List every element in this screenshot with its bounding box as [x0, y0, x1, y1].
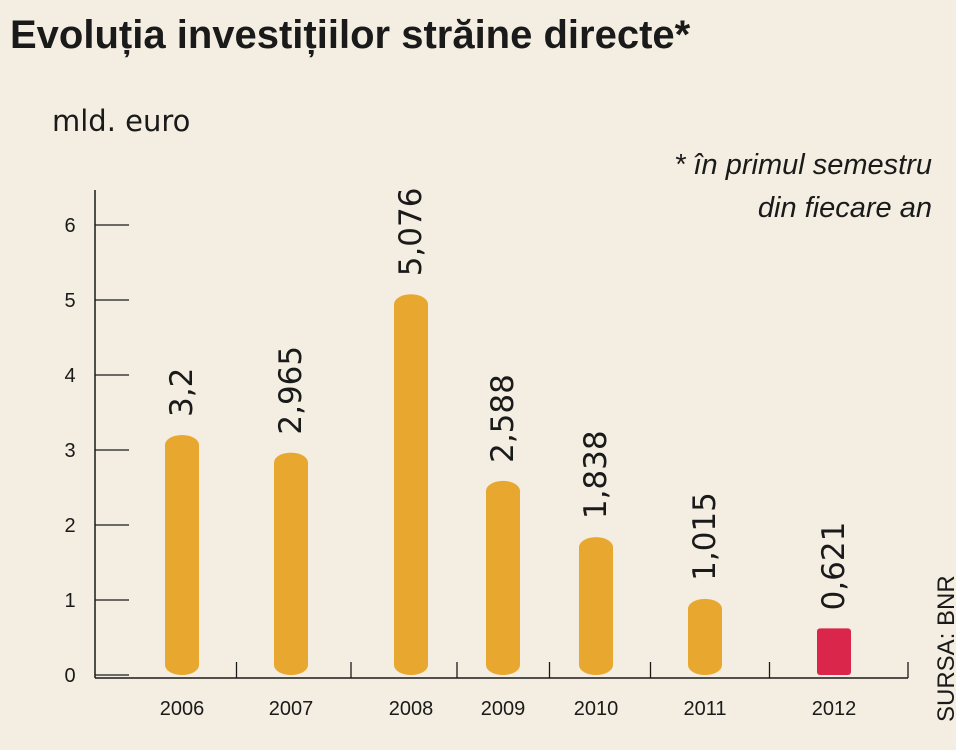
category-label-2012: 2012: [812, 698, 857, 720]
bar-2011: [688, 598, 722, 675]
value-label-2009: 2,588: [485, 374, 521, 463]
value-label-2011: 1,015: [687, 492, 723, 581]
chart-title: Evoluția investițiilor străine directe*: [10, 13, 691, 57]
y-tick-label: 1: [64, 590, 75, 612]
y-tick-label: 6: [64, 215, 75, 237]
category-label-2007: 2007: [269, 698, 314, 720]
note-line-2: din fiecare an: [758, 192, 932, 224]
category-label-2011: 2011: [683, 698, 726, 720]
y-ticks: 0 1 2 3 4 5 6: [64, 215, 129, 687]
bar-2009: [486, 480, 520, 675]
category-label-2006: 2006: [160, 698, 205, 720]
y-tick-label: 4: [64, 365, 75, 387]
value-labels: 3,2 2,965 5,076 2,588 1,838 1,015 0,621: [164, 188, 852, 611]
bar-2010: [579, 537, 613, 675]
value-label-2012: 0,621: [816, 522, 852, 611]
value-label-2010: 1,838: [578, 430, 614, 519]
note-line-1: * în primul semestru: [674, 149, 932, 181]
unit-label: mld. euro: [52, 104, 190, 138]
category-label-2008: 2008: [389, 698, 434, 720]
source-label: SURSA: BNR: [933, 575, 956, 722]
bar-2008: [394, 294, 428, 675]
y-tick-label: 0: [64, 665, 75, 687]
category-label-2009: 2009: [481, 698, 526, 720]
bar-2012: [817, 628, 851, 675]
y-tick-label: 2: [64, 515, 75, 537]
category-labels: 2006 2007 2008 2009 2010 2011 2012: [160, 698, 857, 720]
y-tick-label: 5: [64, 290, 75, 312]
category-label-2010: 2010: [574, 698, 619, 720]
y-tick-label: 3: [64, 440, 75, 462]
bar-2007: [274, 452, 308, 675]
axis: [94, 190, 909, 679]
value-label-2007: 2,965: [273, 346, 309, 435]
bar-2006: [165, 435, 199, 675]
value-label-2008: 5,076: [393, 188, 429, 277]
bars: [165, 294, 851, 675]
value-label-2006: 3,2: [164, 368, 200, 417]
